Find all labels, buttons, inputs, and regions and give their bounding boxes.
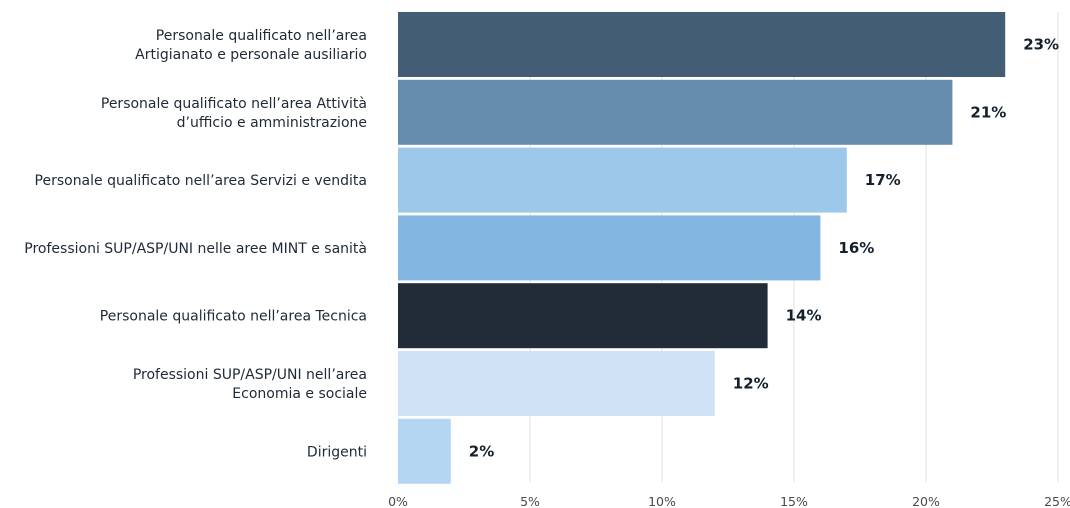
category-label-line: Personale qualificato nell’area Servizi … bbox=[35, 173, 367, 189]
category-label-line: Dirigenti bbox=[307, 444, 367, 460]
x-tick-label: 15% bbox=[780, 494, 808, 508]
bars bbox=[398, 12, 1006, 484]
category-label-line: d’ufficio e amministrazione bbox=[177, 115, 367, 131]
category-label: Personale qualificato nell’area Servizi … bbox=[35, 173, 367, 189]
bar bbox=[398, 283, 768, 349]
x-tick-label: 10% bbox=[648, 494, 676, 508]
category-label: Professioni SUP/ASP/UNI nell’area Economi… bbox=[133, 367, 367, 402]
category-label-line: Professioni SUP/ASP/UNI nell’area bbox=[133, 367, 367, 383]
category-label-line: Personale qualificato nell’area Tecnica bbox=[100, 309, 367, 325]
value-labels: 23% 21% 17% 16% 14% 12% 2% bbox=[469, 36, 1059, 461]
x-tick-label: 25% bbox=[1044, 494, 1070, 508]
bar bbox=[398, 12, 1006, 77]
bar bbox=[398, 351, 715, 416]
category-label-line: Artigianato e personale ausiliario bbox=[135, 47, 367, 63]
category-label-line: Personale qualificato nell’area bbox=[156, 28, 367, 44]
bar-value-label: 2% bbox=[469, 442, 494, 460]
x-tick-label: 0% bbox=[388, 494, 408, 508]
bar-value-label: 14% bbox=[786, 307, 822, 325]
category-labels: Personale qualificato nell’area Artigiana… bbox=[24, 28, 367, 460]
x-tick-label: 20% bbox=[912, 494, 940, 508]
category-label: Personale qualificato nell’area Artigiana… bbox=[135, 28, 367, 63]
category-label: Professioni SUP/ASP/UNI nelle aree MINT … bbox=[24, 241, 367, 257]
bar bbox=[398, 418, 451, 484]
bar-value-label: 23% bbox=[1023, 36, 1059, 54]
bar bbox=[398, 147, 847, 213]
bar-value-label: 16% bbox=[838, 239, 874, 257]
category-label: Dirigenti bbox=[307, 444, 367, 460]
x-tick-label: 5% bbox=[520, 494, 540, 508]
category-label-line: Personale qualificato nell’area Attività bbox=[101, 96, 367, 112]
bar-value-label: 12% bbox=[733, 375, 769, 393]
bar bbox=[398, 215, 821, 281]
x-axis-tick-labels: 0% 5% 10% 15% 20% 25% bbox=[388, 494, 1070, 508]
category-label-line: Economia e sociale bbox=[232, 386, 367, 402]
bar-value-label: 17% bbox=[865, 171, 901, 189]
category-label: Personale qualificato nell’area Attività… bbox=[101, 96, 367, 131]
category-label: Personale qualificato nell’area Tecnica bbox=[100, 309, 367, 325]
bar-value-label: 21% bbox=[970, 103, 1006, 121]
bar bbox=[398, 79, 953, 145]
category-label-line: Professioni SUP/ASP/UNI nelle aree MINT … bbox=[24, 241, 367, 257]
